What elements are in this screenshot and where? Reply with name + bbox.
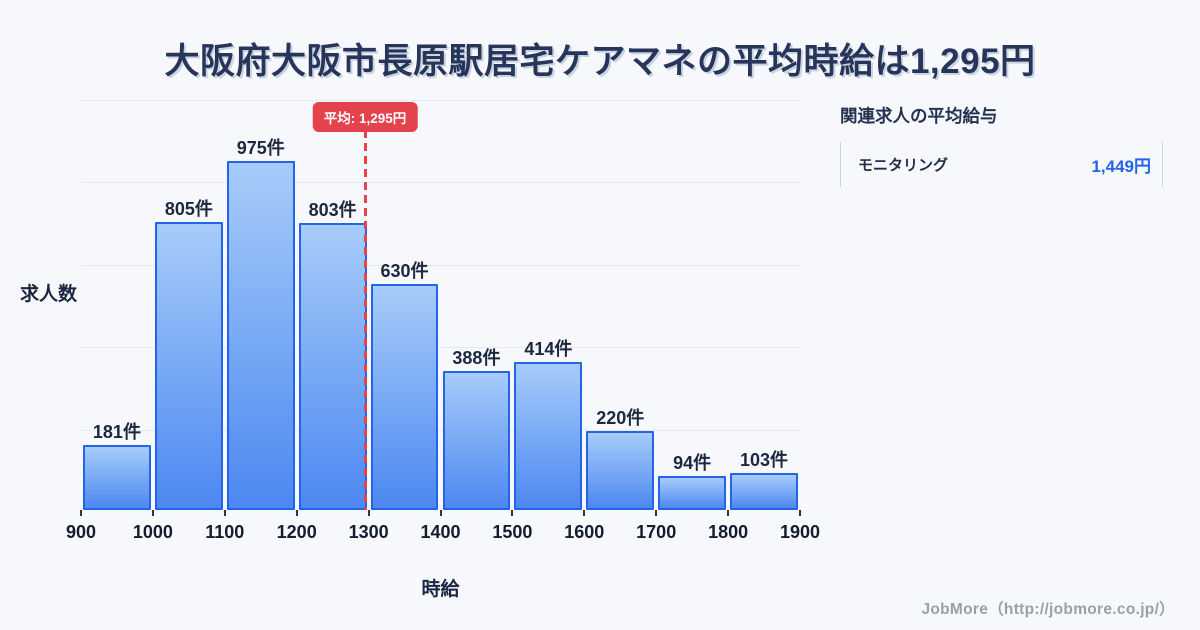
mean-badge: 平均: 1,295円 [312,102,418,132]
histogram-bar [514,362,583,510]
bar-value-label: 975件 [236,138,285,158]
histogram-bar [154,222,223,510]
bar-value-label: 803件 [308,200,357,220]
related-job-row: モニタリング 1,449円 [840,142,1163,187]
x-tick-label: 1500 [492,522,533,542]
related-job-label: モニタリング [858,157,949,174]
bar-value-label: 220件 [596,408,645,428]
x-tick-label: 1000 [132,522,173,542]
x-tick-label: 1200 [276,522,317,542]
x-tick-mark [367,510,370,516]
x-tick-mark [727,510,730,516]
bar-value-label: 630件 [380,261,429,281]
x-tick-mark [151,510,154,516]
gridline [81,347,800,349]
x-tick-mark [439,510,442,516]
gridline [81,429,800,431]
x-tick-mark [295,510,298,516]
gridline [81,264,800,266]
page-title: 大阪府大阪市長原駅居宅ケアマネの平均時給は1,295円 [164,42,1036,81]
histogram-bar [226,161,295,510]
bar-value-label: 805件 [164,199,213,219]
histogram-bar [298,223,367,510]
x-tick-label: 1300 [348,522,389,542]
gridline [81,100,800,101]
x-tick-mark [511,510,514,516]
x-tick-mark [583,510,586,516]
x-tick-label: 900 [65,522,97,542]
histogram-bar [730,473,798,510]
x-tick-mark [655,510,658,516]
histogram-bar [442,371,511,510]
x-tick-label: 1800 [708,522,749,542]
x-axis-label: 時給 [421,579,460,600]
x-tick-mark [80,510,82,516]
x-tick-label: 1900 [779,522,821,542]
histogram-bar [370,284,439,510]
x-tick-mark [223,510,226,516]
bar-value-label: 181件 [92,422,141,442]
histogram-bar [658,476,727,510]
bar-value-label: 103件 [740,450,789,470]
bar-value-label: 388件 [452,348,501,368]
x-tick-label: 1700 [636,522,677,542]
bar-value-label: 414件 [524,339,573,359]
x-tick-mark [799,510,801,516]
x-tick-label: 1600 [564,522,605,542]
y-axis-label: 求人数 [20,284,78,305]
x-tick-label: 1100 [205,522,245,542]
histogram-bar [83,445,151,510]
gridline [81,182,800,184]
related-job-value: 1,449円 [1091,157,1151,176]
related-jobs-heading: 関連求人の平均給与 [840,106,998,126]
x-tick-label: 1400 [420,522,461,542]
jobmore-credit: JobMore（http://jobmore.co.jp/） [921,601,1175,618]
mean-dashed-line [363,130,367,510]
histogram-bar [586,431,655,510]
bar-value-label: 94件 [673,453,712,473]
